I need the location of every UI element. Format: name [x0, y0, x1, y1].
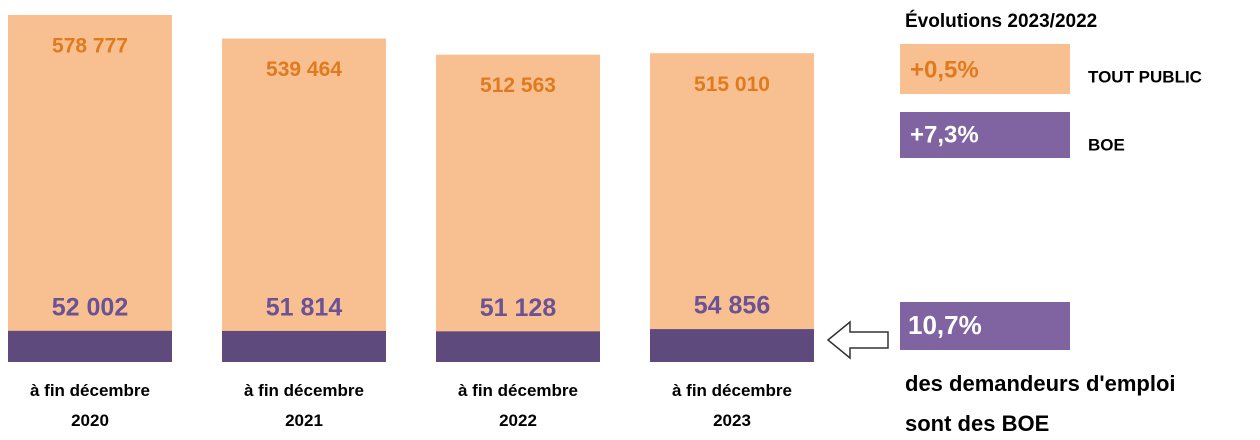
- bar: [436, 54, 600, 363]
- arrow: [826, 320, 889, 360]
- legend-label: BOE: [1088, 135, 1125, 154]
- legend-swatch: [900, 44, 1070, 94]
- bar: [8, 15, 172, 362]
- bar: [436, 331, 600, 362]
- bar: [8, 330, 172, 362]
- value-label: 51 128: [480, 294, 557, 322]
- bar: [650, 53, 814, 363]
- legend-label: TOUT PUBLIC: [1088, 67, 1202, 86]
- evolution-value: +0,5%: [910, 56, 979, 83]
- x-tick-label: à fin décembre 2022: [458, 381, 578, 430]
- legend-swatch: [900, 112, 1070, 158]
- value-label: 512 563: [480, 74, 556, 97]
- value-label: 578 777: [52, 35, 128, 58]
- share-text: des demandeurs d'emploi: [905, 371, 1176, 396]
- bar: [222, 38, 386, 363]
- value-label: 52 002: [52, 293, 128, 321]
- share-value: 10,7%: [908, 310, 982, 340]
- evolution-title: Évolutions 2023/2022: [905, 10, 1097, 32]
- share-box: [900, 302, 1070, 350]
- value-label: 54 856: [694, 292, 770, 320]
- value-label: 515 010: [694, 73, 770, 96]
- value-label: 51 814: [266, 294, 343, 322]
- x-tick-label: à fin décembre 2023: [672, 381, 792, 430]
- evolution-value: +7,3%: [910, 121, 979, 148]
- x-tick-label: à fin décembre 2020: [30, 381, 150, 430]
- value-label: 539 464: [266, 58, 342, 81]
- share-text: sont des BOE: [905, 411, 1049, 436]
- x-tick-label: à fin décembre 2021: [244, 381, 364, 430]
- bar: [222, 330, 386, 362]
- bar: [650, 329, 814, 362]
